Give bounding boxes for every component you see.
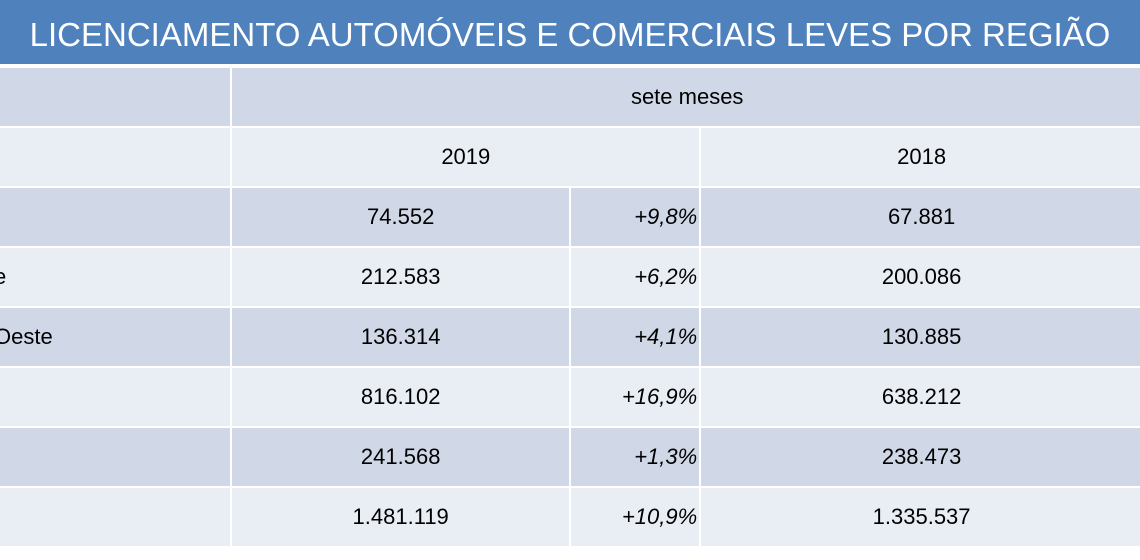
change-cell: +4,1% bbox=[570, 308, 700, 366]
region-cell bbox=[0, 488, 231, 546]
data-row: Oeste 136.314 +4,1% 130.885 bbox=[0, 308, 1140, 366]
change-cell: +16,9% bbox=[570, 368, 700, 426]
header-row: sete meses bbox=[0, 68, 1140, 126]
header-row: 2019 2018 bbox=[0, 128, 1140, 186]
value-cell: 238.473 bbox=[701, 428, 1140, 486]
value-cell: 638.212 bbox=[701, 368, 1140, 426]
header-cell: 2019 bbox=[232, 128, 700, 186]
header-cell bbox=[0, 68, 231, 126]
header-cell: sete meses bbox=[232, 68, 1140, 126]
header-cell: 2018 bbox=[701, 128, 1140, 186]
value-cell: 241.568 bbox=[232, 428, 569, 486]
data-table: sete meses 2019 2018 74.552 +9,8% 67.881 e 2… bbox=[0, 66, 1140, 548]
region-cell: e bbox=[0, 248, 231, 306]
change-cell: +6,2% bbox=[570, 248, 700, 306]
region-cell bbox=[0, 188, 231, 246]
value-cell: 816.102 bbox=[232, 368, 569, 426]
region-cell bbox=[0, 428, 231, 486]
header-cell bbox=[0, 128, 231, 186]
value-cell: 212.583 bbox=[232, 248, 569, 306]
data-row: e 212.583 +6,2% 200.086 bbox=[0, 248, 1140, 306]
region-cell bbox=[0, 368, 231, 426]
value-cell: 200.086 bbox=[701, 248, 1140, 306]
change-cell: +10,9% bbox=[570, 488, 700, 546]
value-cell: 74.552 bbox=[232, 188, 569, 246]
data-row: 816.102 +16,9% 638.212 bbox=[0, 368, 1140, 426]
change-cell: +1,3% bbox=[570, 428, 700, 486]
title-bar: LICENCIAMENTO AUTOMÓVEIS E COMERCIAIS LE… bbox=[0, 0, 1140, 64]
change-cell: +9,8% bbox=[570, 188, 700, 246]
value-cell: 67.881 bbox=[701, 188, 1140, 246]
table-body: sete meses 2019 2018 74.552 +9,8% 67.881 e 2… bbox=[0, 68, 1140, 546]
region-cell: Oeste bbox=[0, 308, 231, 366]
data-row: 241.568 +1,3% 238.473 bbox=[0, 428, 1140, 486]
data-row: 1.481.119 +10,9% 1.335.537 bbox=[0, 488, 1140, 546]
value-cell: 130.885 bbox=[701, 308, 1140, 366]
data-row: 74.552 +9,8% 67.881 bbox=[0, 188, 1140, 246]
value-cell: 136.314 bbox=[232, 308, 569, 366]
value-cell: 1.481.119 bbox=[232, 488, 569, 546]
value-cell: 1.335.537 bbox=[701, 488, 1140, 546]
